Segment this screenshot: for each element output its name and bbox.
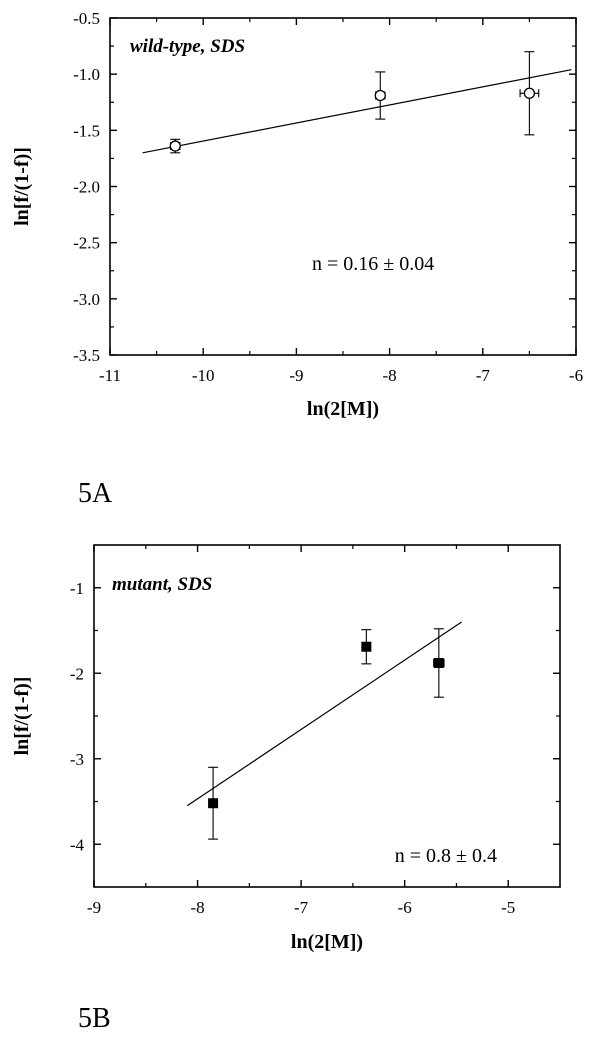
x-tick-label: -6 bbox=[398, 898, 412, 917]
x-tick-label: -7 bbox=[476, 366, 491, 385]
fit-line bbox=[186, 621, 462, 807]
x-tick-label: -6 bbox=[569, 366, 583, 385]
x-tick-label: -8 bbox=[190, 898, 204, 917]
fit-annotation: n = 0.16 ± 0.04 bbox=[312, 253, 434, 275]
y-tick-label: -1.5 bbox=[73, 121, 100, 140]
plot-frame bbox=[109, 17, 577, 356]
data-point bbox=[433, 657, 444, 668]
fit-annotation: n = 0.8 ± 0.4 bbox=[395, 845, 497, 867]
y-tick-label: -0.5 bbox=[73, 9, 100, 28]
y-tick-label: -3.5 bbox=[73, 346, 100, 365]
inset-label: mutant, SDS bbox=[112, 574, 212, 595]
y-tick-label: -3 bbox=[70, 750, 84, 769]
y-axis-title: ln[f/(1-f)] bbox=[11, 677, 33, 756]
fit-line bbox=[142, 69, 572, 154]
y-tick-label: -2 bbox=[70, 664, 84, 683]
data-point bbox=[169, 140, 181, 152]
plot-frame bbox=[93, 544, 561, 888]
x-tick-label: -11 bbox=[99, 366, 121, 385]
panel-a-label: 5A bbox=[78, 478, 113, 509]
data-point bbox=[361, 641, 372, 652]
panel-a-chart: -11 -10 -9 -8 -7 -6 -0.5 -1.0 -1.5 -2.0 -2.5 -3.0 -3… bbox=[11, 9, 583, 420]
y-tick-label: -1 bbox=[70, 579, 84, 598]
inset-label: wild-type, SDS bbox=[130, 36, 245, 57]
y-tick-label: -2.0 bbox=[73, 178, 100, 197]
x-tick-label: -10 bbox=[192, 366, 215, 385]
y-tick-label: -1.0 bbox=[73, 65, 100, 84]
x-tick-label: -9 bbox=[87, 898, 101, 917]
data-point bbox=[208, 798, 219, 809]
panel-b-label: 5B bbox=[78, 1003, 111, 1034]
panel-b-chart: -9 -8 -7 -6 -5 -1 -2 -3 -4 ln(2[M]) ln[f/(1-f)] mut… bbox=[11, 544, 561, 953]
y-tick-label: -3.0 bbox=[73, 290, 100, 309]
data-point bbox=[374, 89, 386, 102]
y-tick-label: -2.5 bbox=[73, 234, 100, 253]
x-tick-label: -5 bbox=[501, 898, 515, 917]
x-axis-title: ln(2[M]) bbox=[307, 398, 379, 420]
y-axis-title: ln[f/(1-f)] bbox=[11, 147, 33, 226]
x-axis-title: ln(2[M]) bbox=[291, 931, 363, 953]
data-point bbox=[523, 87, 536, 99]
y-tick-label: -4 bbox=[70, 835, 85, 854]
x-tick-label: -8 bbox=[383, 366, 397, 385]
x-tick-label: -7 bbox=[294, 898, 309, 917]
x-tick-label: -9 bbox=[289, 366, 303, 385]
